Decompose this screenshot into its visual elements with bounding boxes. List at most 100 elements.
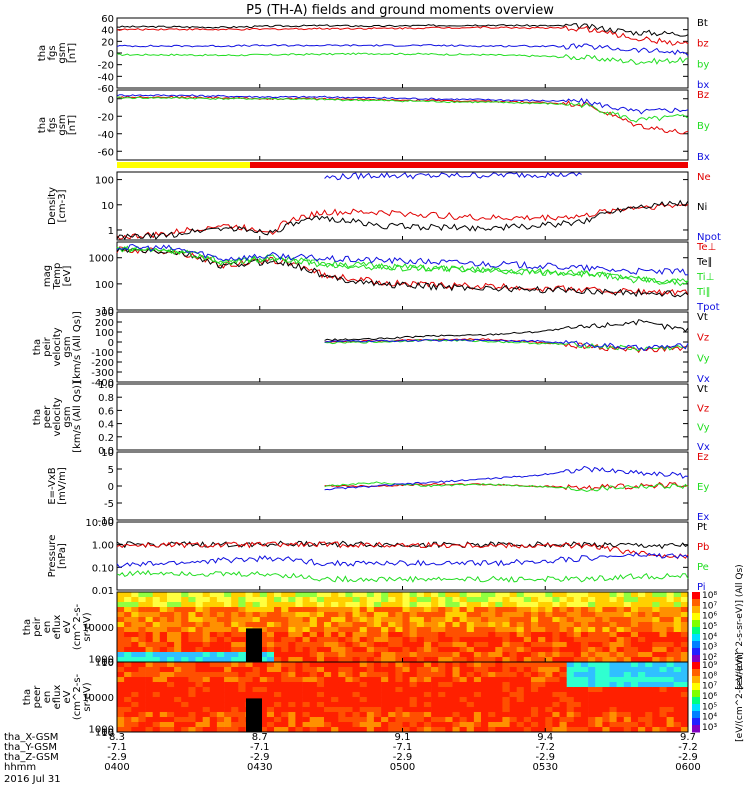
- heatmap-cell: [466, 612, 475, 618]
- heatmap-cell: [345, 627, 353, 633]
- heatmap-cell: [124, 632, 132, 638]
- heatmap-cell: [602, 687, 610, 693]
- heatmap-cell: [402, 677, 410, 683]
- y-tick-label: 1000: [89, 254, 114, 265]
- legend-Vt: Vt: [697, 384, 708, 395]
- y-axis-label: thafgsgsm[nT]: [37, 114, 78, 135]
- heatmap-cell: [659, 632, 667, 638]
- heatmap-cell: [295, 607, 303, 613]
- heatmap-cell: [488, 707, 496, 713]
- heatmap-cell: [316, 592, 325, 598]
- y-tick-label: 1.0: [98, 380, 114, 391]
- heatmap-cell: [459, 697, 468, 703]
- heatmap-cell: [473, 687, 482, 693]
- heatmap-cell: [473, 702, 482, 708]
- heatmap-cell: [224, 672, 232, 678]
- heatmap-cell: [345, 602, 353, 608]
- heatmap-cell: [623, 627, 632, 633]
- heatmap-cell: [616, 677, 625, 683]
- heatmap-cell: [523, 617, 532, 623]
- heatmap-cell: [259, 617, 268, 623]
- heatmap-cell: [602, 667, 610, 673]
- heatmap-cell: [531, 617, 539, 623]
- heatmap-cell: [181, 617, 189, 623]
- heatmap-cell: [145, 597, 154, 603]
- heatmap-cell: [281, 647, 289, 653]
- heatmap-cell: [545, 637, 553, 643]
- heatmap-cell: [645, 617, 653, 623]
- heatmap-cell: [538, 617, 546, 623]
- heatmap-cell: [623, 717, 632, 723]
- heatmap-cell: [281, 662, 289, 668]
- heatmap-cell: [580, 617, 589, 623]
- heatmap-cell: [402, 712, 410, 718]
- heatmap-cell: [566, 632, 575, 638]
- heatmap-cell: [338, 692, 346, 698]
- heatmap-cell: [216, 702, 225, 708]
- heatmap-cell: [345, 637, 353, 643]
- y-axis-label-line: gsm: [62, 406, 73, 427]
- heatmap-cell: [167, 642, 175, 648]
- heatmap-cell: [352, 692, 360, 698]
- heatmap-cell: [266, 647, 275, 653]
- heatmap-cell: [409, 607, 418, 613]
- heatmap-cell: [167, 702, 175, 708]
- heatmap-cell: [588, 692, 596, 698]
- heatmap-cell: [623, 622, 632, 628]
- heatmap-cell: [117, 662, 125, 668]
- y-tick-label: 0: [108, 49, 114, 60]
- heatmap-cell: [331, 672, 339, 678]
- heatmap-cell: [473, 697, 482, 703]
- heatmap-cell: [552, 687, 560, 693]
- y-axis-label-line: sr-eV): [82, 612, 93, 641]
- heatmap-cell: [195, 697, 203, 703]
- heatmap-cell: [209, 617, 218, 623]
- heatmap-cell: [459, 627, 468, 633]
- heatmap-cell: [431, 712, 439, 718]
- heatmap-cell: [145, 632, 154, 638]
- heatmap-cell: [138, 662, 146, 668]
- heatmap-cell: [316, 602, 325, 608]
- heatmap-cell: [316, 642, 325, 648]
- heatmap-cell: [516, 617, 525, 623]
- heatmap-cell: [673, 722, 682, 728]
- heatmap-cell: [188, 637, 196, 643]
- heatmap-cell: [680, 617, 689, 623]
- heatmap-cell: [409, 662, 418, 668]
- heatmap-cell: [538, 642, 546, 648]
- heatmap-cell: [295, 717, 303, 723]
- heatmap-cell: [117, 622, 125, 628]
- heatmap-cell: [652, 717, 660, 723]
- heatmap-cell: [345, 662, 353, 668]
- heatmap-cell: [324, 652, 332, 658]
- heatmap-cell: [345, 642, 353, 648]
- heatmap-cell: [274, 702, 282, 708]
- heatmap-cell: [616, 722, 625, 728]
- heatmap-cell: [580, 662, 589, 668]
- heatmap-cell: [623, 697, 632, 703]
- heatmap-cell: [266, 712, 275, 718]
- heatmap-cell: [431, 707, 439, 713]
- y-axis-label: Pressure[nPa]: [47, 535, 68, 578]
- heatmap-cell: [324, 647, 332, 653]
- heatmap-cell: [638, 712, 646, 718]
- heatmap-cell: [381, 617, 389, 623]
- heatmap-cell: [138, 622, 146, 628]
- heatmap-cell: [616, 657, 625, 663]
- colorbar-step: [692, 711, 700, 714]
- heatmap-cell: [531, 622, 539, 628]
- y-axis-label-line: Density: [47, 187, 58, 225]
- heatmap-cell: [659, 657, 667, 663]
- heatmap-cell: [366, 652, 375, 658]
- heatmap-cell: [209, 672, 218, 678]
- heatmap-cell: [309, 727, 318, 733]
- heatmap-cell: [174, 652, 182, 658]
- heatmap-cell: [209, 652, 218, 658]
- y-axis-label-line: tha: [37, 45, 48, 61]
- heatmap-cell: [117, 632, 125, 638]
- heatmap-cell: [573, 602, 582, 608]
- heatmap-cell: [124, 692, 132, 698]
- heatmap-cell: [259, 627, 268, 633]
